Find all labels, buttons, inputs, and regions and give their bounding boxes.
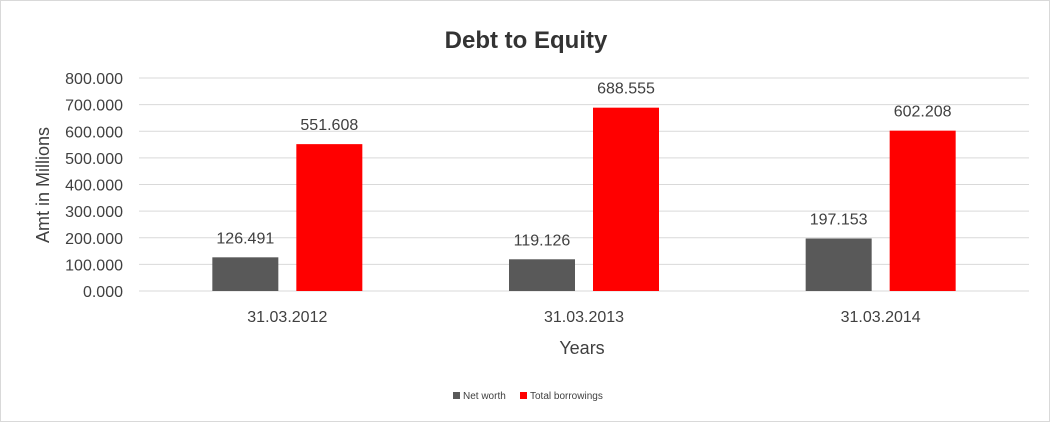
y-tick-label: 500.000 <box>65 151 123 168</box>
data-label: 197.153 <box>810 212 868 229</box>
y-tick-label: 0.000 <box>83 284 123 301</box>
bar-total-borrowings-2 <box>889 130 956 291</box>
y-axis-title: Amt in Millions <box>33 127 53 243</box>
legend: Net worth Total borrowings <box>453 391 603 402</box>
y-tick-label: 800.000 <box>65 71 123 88</box>
gridlines <box>139 77 1029 292</box>
y-tick-label: 700.000 <box>65 98 123 115</box>
bar-net-worth-2 <box>805 238 872 291</box>
legend-swatch <box>520 392 527 399</box>
data-label: 126.491 <box>216 230 274 247</box>
bar-total-borrowings-0 <box>296 144 363 291</box>
data-label: 688.555 <box>597 81 655 98</box>
bar-net-worth-1 <box>509 259 575 291</box>
y-tick-label: 600.000 <box>65 124 123 141</box>
y-axis-ticks: 0.000 100.000 200.000 300.000 400.000 500.000… <box>65 71 123 301</box>
y-tick-label: 400.000 <box>65 178 123 195</box>
data-label: 551.608 <box>300 117 358 134</box>
y-tick-label: 200.000 <box>65 231 123 248</box>
chart-title: Debt to Equity <box>445 27 608 54</box>
legend-swatch <box>453 392 460 399</box>
legend-label: Total borrowings <box>530 391 603 402</box>
bar-total-borrowings-1 <box>593 107 659 291</box>
data-labels: 126.491 551.608 119.126 688.555 197.153 602.2… <box>216 81 951 250</box>
legend-label: Net worth <box>463 391 506 402</box>
x-tick-label: 31.03.2013 <box>544 309 624 326</box>
data-label: 119.126 <box>514 232 571 249</box>
bars <box>212 107 956 291</box>
x-axis-title: Years <box>559 338 604 358</box>
x-tick-label: 31.03.2012 <box>247 309 327 326</box>
y-tick-label: 100.000 <box>65 257 123 274</box>
y-tick-label: 300.000 <box>65 204 123 221</box>
data-label: 602.208 <box>894 104 952 121</box>
bar-net-worth-0 <box>212 257 279 291</box>
x-axis-ticks: 31.03.2012 31.03.2013 31.03.2014 <box>247 309 921 326</box>
x-tick-label: 31.03.2014 <box>841 309 921 326</box>
